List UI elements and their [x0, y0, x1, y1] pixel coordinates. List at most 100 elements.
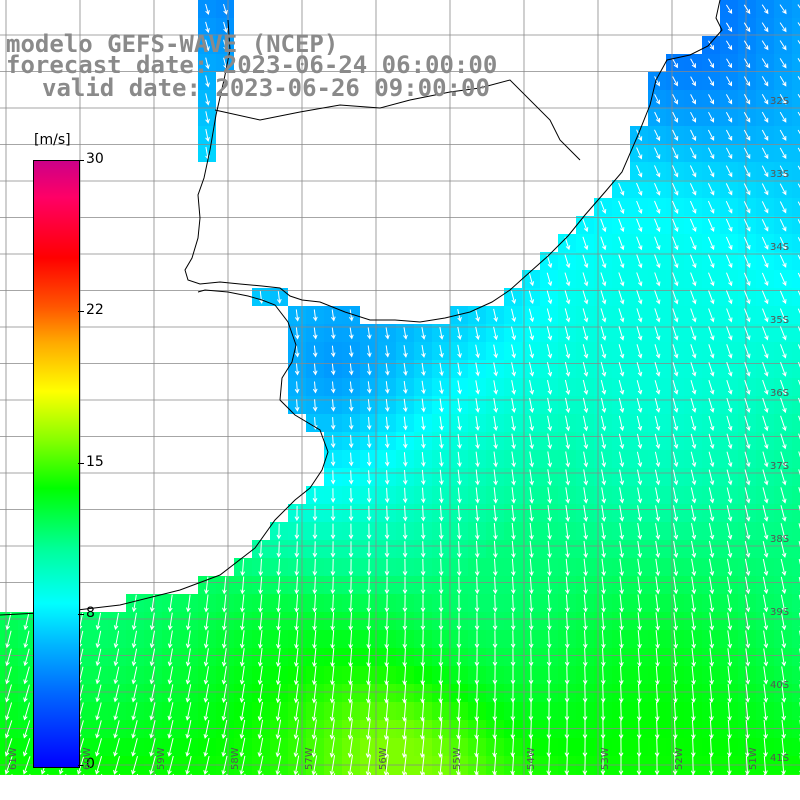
wind-arrow [131, 594, 137, 613]
wind-arrow [330, 576, 336, 595]
wind-arrow [689, 183, 697, 196]
wind-arrow [654, 200, 661, 214]
wind-arrow [797, 129, 800, 135]
wind-arrow [745, 702, 750, 721]
wind-arrow [619, 612, 624, 631]
wind-arrow [779, 4, 787, 15]
wind-arrow [761, 290, 769, 305]
wind-arrow [384, 381, 390, 394]
wind-arrow [690, 129, 697, 142]
wind-arrow [725, 111, 733, 123]
wind-arrow [565, 487, 570, 504]
wind-arrow [420, 452, 426, 467]
wind-arrow [726, 433, 733, 450]
wind-arrow [761, 129, 769, 141]
wind-arrow [761, 165, 769, 178]
wind-cell [792, 630, 800, 648]
wind-arrow [492, 576, 498, 595]
wind-arrow [312, 541, 318, 558]
wind-arrow [239, 701, 246, 722]
wind-arrow [385, 363, 390, 376]
wind-arrow [690, 433, 697, 450]
wind-arrow [239, 630, 245, 649]
wind-arrow [348, 345, 354, 358]
wind-arrow [149, 648, 156, 667]
wind-arrow [529, 433, 534, 450]
wind-arrow [761, 94, 769, 105]
wind-arrow [547, 487, 552, 504]
wind-cell [792, 720, 800, 738]
wind-cell [792, 54, 800, 72]
wind-cell [792, 648, 800, 666]
wind-arrow [797, 93, 800, 99]
wind-cell [468, 774, 486, 775]
latitude-label: 33S [770, 169, 790, 180]
wind-arrow [619, 630, 624, 649]
wind-arrow [600, 361, 607, 377]
wind-arrow [222, 576, 227, 595]
wind-arrow [725, 200, 733, 214]
wind-arrow [330, 399, 336, 412]
wind-arrow [528, 326, 535, 341]
wind-arrow [781, 684, 787, 703]
wind-arrow [582, 648, 588, 667]
wind-arrow [672, 397, 679, 413]
wind-arrow [529, 469, 534, 486]
wind-arrow [546, 308, 553, 323]
wind-arrow [672, 719, 678, 740]
wind-arrow [745, 648, 751, 667]
wind-arrow [672, 344, 679, 359]
wind-arrow [402, 612, 408, 631]
wind-arrow [493, 344, 498, 359]
wind-arrow [131, 648, 138, 667]
wind-arrow [655, 540, 661, 559]
wind-arrow [725, 254, 733, 269]
wind-cell [792, 360, 800, 378]
wind-arrow [311, 719, 317, 740]
wind-arrow [726, 469, 733, 486]
wind-arrow [383, 718, 389, 741]
wind-arrow [421, 362, 426, 377]
wind-arrow [636, 236, 643, 251]
wind-arrow [222, 594, 227, 613]
wind-arrow [781, 755, 786, 775]
wind-arrow [564, 272, 571, 287]
wind-arrow [384, 576, 390, 595]
wind-arrow [781, 720, 786, 739]
wind-arrow [366, 416, 372, 431]
wind-arrow [690, 451, 697, 468]
longitude-label: 56W [378, 747, 389, 770]
wind-arrow [797, 22, 800, 27]
wind-arrow [311, 755, 318, 775]
wind-map[interactable] [0, 0, 800, 775]
longitude-label: 61W [8, 747, 19, 770]
wind-arrow [619, 505, 625, 522]
wind-arrow [330, 488, 336, 503]
wind-arrow [384, 398, 390, 413]
wind-arrow [691, 540, 697, 559]
longitude-label: 60W [82, 747, 93, 770]
wind-arrow [744, 558, 751, 577]
wind-cell [792, 540, 800, 558]
wind-arrow [744, 362, 751, 377]
wind-arrow [745, 630, 751, 649]
wind-arrow [312, 381, 318, 394]
wind-arrow [348, 541, 354, 558]
wind-arrow [727, 576, 733, 595]
wind-arrow [565, 522, 570, 541]
wind-arrow [203, 755, 210, 775]
wind-arrow [366, 381, 372, 394]
wind-cell [180, 774, 198, 775]
wind-arrow [510, 684, 516, 703]
colorbar-tick [78, 614, 84, 615]
wind-arrow [690, 487, 697, 504]
wind-arrow [420, 505, 426, 522]
wind-arrow [457, 344, 462, 359]
wind-arrow [421, 345, 426, 358]
wind-arrow [654, 76, 660, 87]
wind-arrow [583, 451, 589, 468]
wind-arrow [707, 147, 715, 160]
wind-arrow [743, 111, 751, 123]
wind-arrow [618, 683, 624, 704]
wind-arrow [366, 683, 371, 704]
